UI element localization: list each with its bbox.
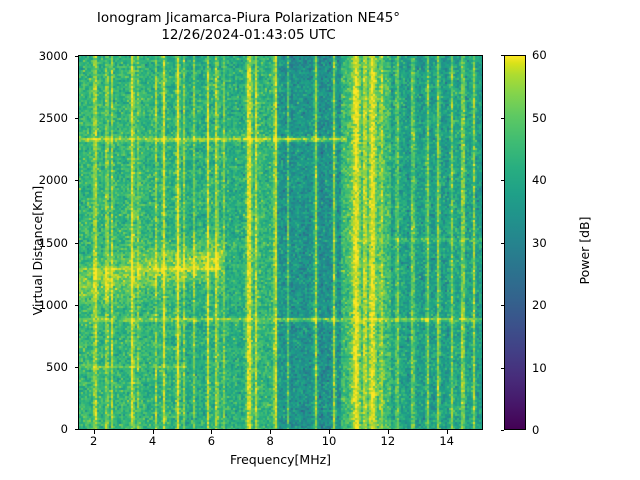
x-tick-label: 14 [439, 434, 455, 448]
x-tick [152, 430, 154, 434]
y-tick-label: 1000 [38, 297, 68, 312]
colorbar-tick-label: 0 [532, 423, 540, 437]
y-tick [74, 118, 78, 120]
chart-title: Ionogram Jicamarca-Piura Polarization NE… [0, 10, 497, 44]
heatmap-axes [78, 55, 483, 430]
colorbar-tick-label: 30 [532, 235, 547, 250]
y-tick [74, 180, 78, 182]
x-tick-label: 4 [148, 434, 157, 448]
x-tick [211, 430, 213, 434]
y-tick-label: 1500 [38, 235, 68, 250]
x-tick-label: 2 [90, 434, 98, 448]
y-tick [74, 242, 78, 244]
y-tick-label: 500 [46, 359, 68, 374]
x-axis-label: Frequency[MHz] [229, 452, 332, 467]
x-tick [446, 430, 448, 434]
x-tick [270, 430, 272, 434]
colorbar-tick-label: 10 [532, 360, 547, 375]
y-tick [74, 304, 78, 306]
ionogram-heatmap [79, 56, 482, 429]
x-tick [329, 430, 331, 434]
colorbar-tick [500, 305, 504, 306]
colorbar-tick-label: 20 [532, 298, 547, 312]
colorbar-tick [500, 180, 504, 181]
x-tick-label: 10 [321, 434, 337, 448]
colorbar-label: Power [dB] [577, 215, 592, 285]
y-tick-label: 2500 [38, 111, 68, 126]
x-tick-label: 12 [380, 434, 396, 448]
colorbar-tick [500, 367, 504, 369]
y-tick-label: 2000 [38, 173, 68, 188]
chart-title-line2: 12/26/2024-01:43:05 UTC [161, 27, 336, 43]
chart-title-line1: Ionogram Jicamarca-Piura Polarization NE… [96, 10, 401, 26]
colorbar-tick [500, 117, 504, 119]
colorbar [504, 55, 526, 430]
x-tick-label: 6 [207, 434, 216, 448]
y-tick [74, 366, 78, 368]
y-tick-label: 0 [60, 422, 68, 436]
colorbar-tick [500, 430, 504, 431]
colorbar-tick-label: 60 [532, 48, 547, 62]
colorbar-tick [500, 242, 504, 244]
colorbar-tick [500, 55, 504, 56]
colorbar-tick-label: 50 [532, 110, 547, 125]
x-tick-label: 8 [266, 434, 274, 448]
y-tick-label: 3000 [38, 49, 68, 63]
y-tick [74, 56, 78, 57]
colorbar-tick-label: 40 [532, 173, 547, 187]
y-tick [74, 429, 78, 430]
x-tick [387, 430, 389, 434]
x-tick [93, 430, 95, 434]
